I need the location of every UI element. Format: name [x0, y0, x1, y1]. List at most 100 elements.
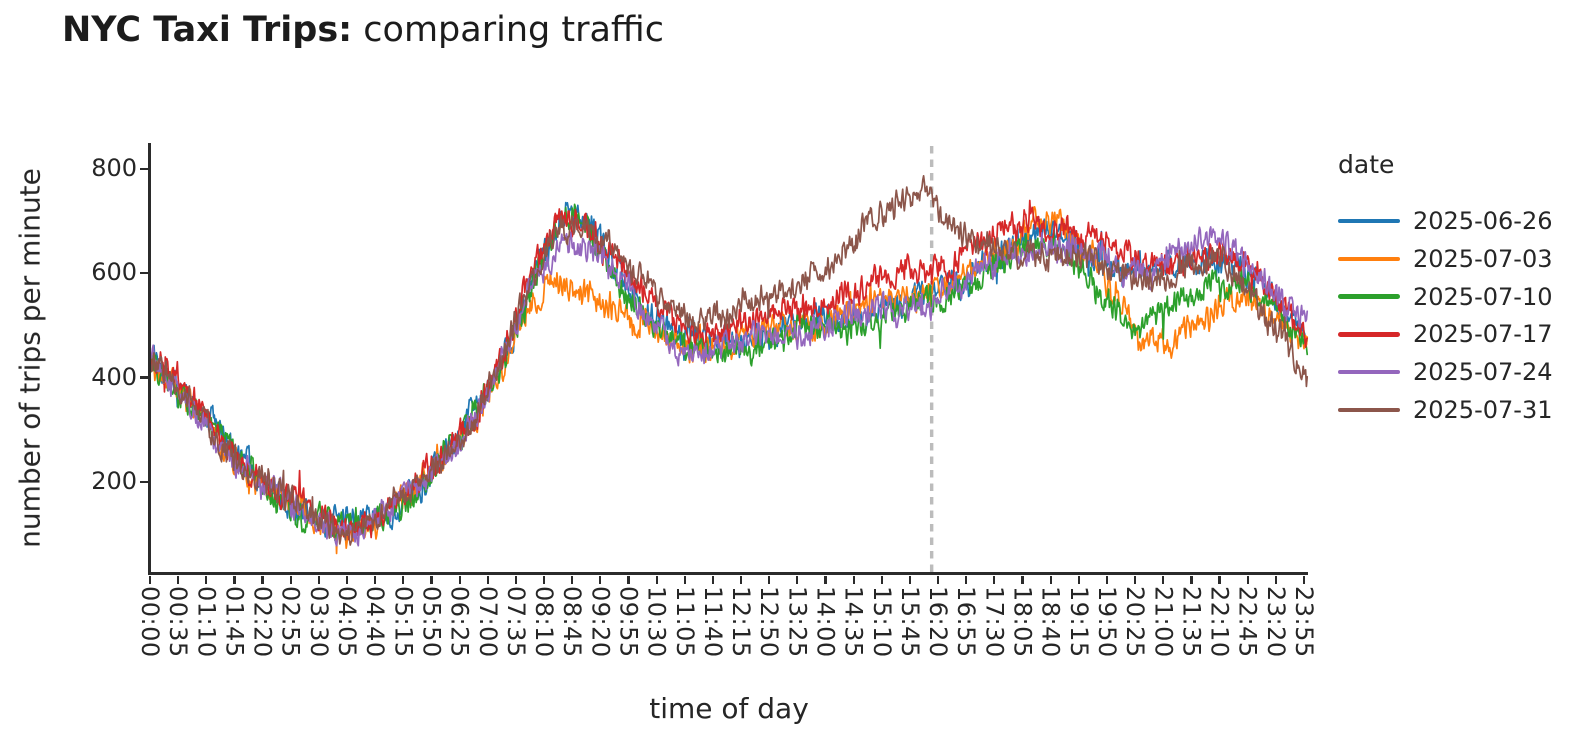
x-tick-mark	[796, 576, 799, 584]
x-tick-mark	[1105, 576, 1109, 584]
legend-line-swatch	[1338, 218, 1400, 224]
x-tick-mark	[739, 576, 743, 584]
x-tick-label: 08:45	[558, 586, 587, 658]
x-tick-label: 18:05	[1008, 586, 1037, 658]
x-tick-mark	[908, 576, 912, 584]
x-tick-label: 06:25	[445, 586, 474, 658]
x-tick-mark	[1134, 576, 1137, 584]
legend-entry: 2025-07-17	[1338, 315, 1552, 353]
y-tick-mark	[140, 272, 149, 275]
x-tick-label: 05:50	[417, 586, 446, 658]
legend-entry: 2025-07-03	[1338, 240, 1552, 278]
x-tick-mark	[1077, 576, 1080, 584]
x-tick-mark	[402, 576, 405, 584]
y-tick-mark	[140, 376, 149, 379]
x-tick-mark	[205, 576, 208, 584]
legend: date 2025-06-26 2025-07-03 2025-07-10 2025-…	[1338, 150, 1573, 424]
x-tick-mark	[177, 576, 180, 584]
x-tick-label: 10:30	[642, 586, 671, 658]
x-tick-mark	[317, 576, 320, 584]
x-tick-mark	[1021, 576, 1024, 584]
x-tick-mark	[880, 576, 883, 584]
x-tick-mark	[571, 576, 574, 584]
legend-line-swatch	[1338, 407, 1400, 413]
x-tick-label: 07:00	[473, 586, 502, 658]
x-tick-label: 21:35	[1177, 586, 1206, 658]
x-tick-mark	[148, 576, 152, 584]
x-tick-label: 16:20	[924, 586, 953, 658]
x-tick-mark	[824, 576, 827, 584]
x-tick-label: 15:45	[895, 586, 924, 658]
y-tick-label: 800	[91, 154, 137, 183]
x-tick-mark	[374, 576, 377, 584]
x-tick-mark	[486, 576, 489, 584]
legend-entry: 2025-07-31	[1338, 391, 1552, 429]
legend-entry: 2025-07-10	[1338, 278, 1552, 316]
x-tick-label: 07:35	[501, 586, 530, 658]
x-tick-mark	[542, 576, 546, 584]
chart-title-regular: comparing traffic	[352, 10, 664, 50]
x-tick-label: 09:55	[614, 586, 643, 658]
y-axis-spine	[148, 143, 151, 574]
x-tick-label: 14:35	[839, 586, 868, 658]
x-tick-label: 13:25	[783, 586, 812, 658]
chart-title: NYC Taxi Trips: comparing traffic	[62, 10, 664, 50]
x-tick-mark	[599, 576, 602, 584]
x-tick-mark	[1049, 576, 1052, 584]
chart-title-bold: NYC Taxi Trips:	[62, 10, 353, 50]
x-tick-label: 21:00	[1149, 586, 1178, 658]
x-tick-mark	[261, 576, 264, 584]
y-axis-label: number of trips per minute	[13, 168, 47, 548]
x-tick-mark	[768, 576, 771, 584]
x-tick-label: 00:35	[164, 586, 193, 658]
legend-title: date	[1338, 150, 1395, 179]
x-tick-mark	[1274, 576, 1277, 584]
y-tick-label: 200	[91, 466, 137, 495]
x-tick-label: 16:55	[952, 586, 981, 658]
x-tick-mark	[936, 576, 940, 584]
x-tick-label: 01:45	[220, 586, 249, 658]
x-axis-label: time of day	[649, 692, 809, 725]
x-tick-label: 11:05	[670, 586, 699, 658]
x-tick-label: 12:50	[755, 586, 784, 658]
legend-line-swatch	[1338, 369, 1400, 375]
x-tick-label: 14:00	[811, 586, 840, 658]
x-tick-mark	[289, 576, 292, 584]
x-tick-label: 23:20	[1261, 586, 1290, 658]
y-tick-label: 400	[91, 362, 137, 391]
y-tick-mark	[140, 480, 149, 483]
x-tick-mark	[655, 576, 658, 584]
legend-line-swatch	[1338, 294, 1400, 299]
x-tick-mark	[993, 576, 996, 584]
x-tick-label: 15:10	[867, 586, 896, 658]
x-tick-label: 17:30	[980, 586, 1009, 658]
y-tick-mark	[140, 167, 149, 171]
x-tick-label: 23:55	[1290, 586, 1318, 658]
legend-entry: 2025-06-26	[1338, 202, 1552, 240]
x-tick-mark	[430, 576, 433, 584]
x-tick-mark	[1302, 576, 1306, 584]
x-tick-label: 04:40	[361, 586, 390, 658]
x-tick-label: 02:55	[276, 586, 305, 658]
x-tick-label: 02:20	[248, 586, 277, 658]
legend-line-swatch	[1338, 256, 1400, 262]
legend-entry-label: 2025-07-10	[1413, 282, 1553, 311]
x-tick-mark	[233, 576, 236, 584]
x-tick-label: 11:40	[698, 586, 727, 658]
legend-line-swatch	[1338, 332, 1400, 337]
y-tick-label: 600	[91, 258, 137, 287]
x-tick-mark	[1218, 576, 1221, 584]
x-axis-spine	[148, 572, 1308, 575]
x-tick-label: 20:25	[1121, 586, 1150, 658]
x-tick-label: 22:10	[1205, 586, 1234, 658]
legend-entry-label: 2025-07-31	[1413, 396, 1553, 424]
legend-entry: 2025-07-24	[1338, 353, 1552, 391]
x-tick-label: 05:15	[389, 586, 418, 658]
x-tick-mark	[1162, 576, 1165, 584]
x-tick-label: 19:15	[1064, 586, 1093, 658]
x-tick-label: 19:50	[1092, 586, 1121, 658]
x-tick-label: 03:30	[304, 586, 333, 658]
legend-entry-label: 2025-07-24	[1413, 358, 1553, 387]
x-tick-label: 01:10	[192, 586, 221, 658]
